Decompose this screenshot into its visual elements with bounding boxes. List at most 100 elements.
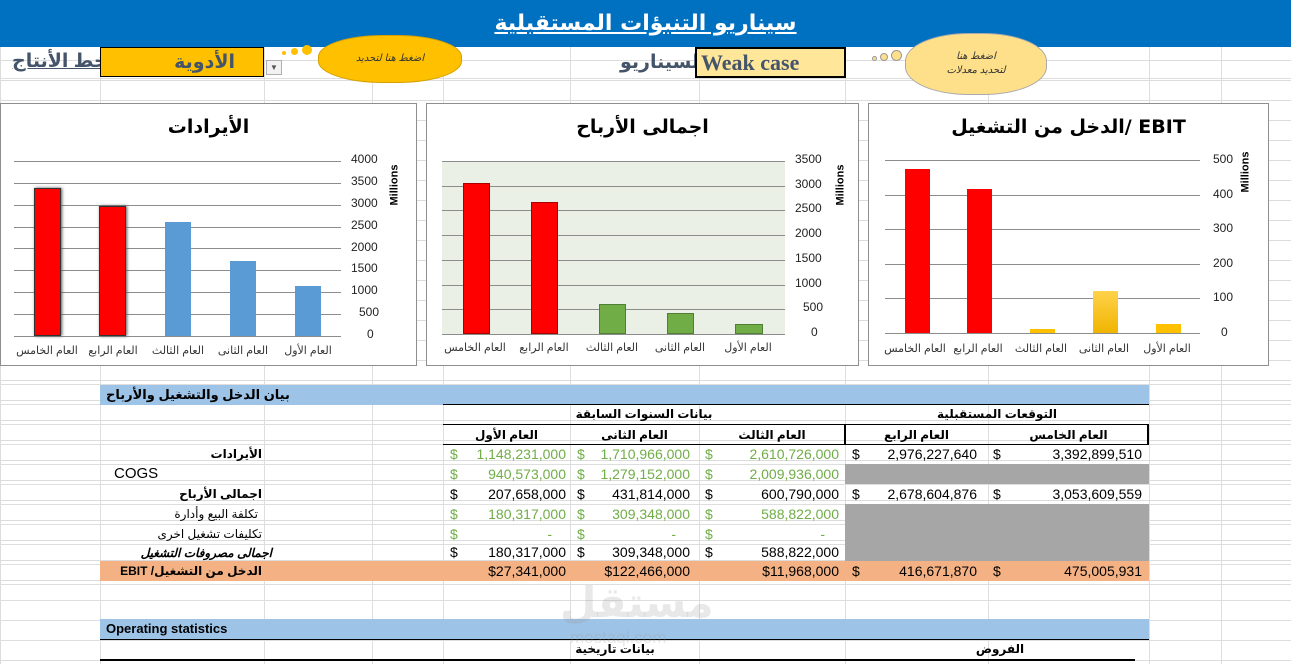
y-tick: 2500 (351, 218, 378, 232)
cell-revenue-y1[interactable]: 1,148,231,000 (476, 446, 566, 462)
cell-other-opex-y2[interactable]: - (671, 526, 676, 542)
x-label: العام الأول (284, 345, 332, 357)
cell-total-opex-y1[interactable]: 180,317,000 (488, 544, 566, 560)
product-line-dropdown[interactable]: الأدوية (100, 47, 264, 77)
currency-symbol: $ (577, 506, 585, 522)
chevron-down-icon: ▼ (270, 63, 278, 72)
cell-gross-profit-y5[interactable]: 3,053,609,559 (1052, 486, 1142, 502)
cell-gross-profit-y2[interactable]: 431,814,000 (612, 486, 690, 502)
cell-gross-profit-y4[interactable]: 2,678,604,876 (887, 486, 977, 502)
cell-cogs-y1[interactable]: 940,573,000 (488, 466, 566, 482)
y-tick: 1000 (795, 276, 822, 290)
gross-profit-plot-area (442, 161, 785, 335)
currency-symbol: $ (450, 486, 458, 502)
y-tick: 0 (367, 327, 374, 341)
revenue-chart-title: الأيرادات (167, 116, 250, 138)
cell-ebit-y1[interactable]: $27,341,000 (488, 563, 566, 579)
currency-symbol: $ (852, 486, 860, 502)
currency-symbol: $ (577, 526, 585, 542)
y-tick: 3000 (795, 177, 822, 191)
col-header-year1: العام الأول (475, 428, 538, 442)
y-tick: 500 (359, 305, 380, 319)
cell-ebit-y2[interactable]: $122,466,000 (604, 563, 690, 579)
y-tick: 1500 (351, 261, 378, 275)
y-tick: 3500 (351, 174, 378, 188)
cell-cogs-y3[interactable]: 2,009,936,000 (749, 466, 839, 482)
cell-sga-y3[interactable]: 588,822,000 (761, 506, 839, 522)
x-label: العام الثالث (1014, 343, 1068, 355)
cloud-trail-dot (880, 53, 888, 61)
gross-profit-bar-year4 (531, 202, 558, 334)
cloud-trail-dot (291, 48, 298, 55)
x-label: العام الرابع (953, 343, 1003, 355)
cloud-trail-dot (891, 50, 902, 61)
watermark-logo: مستقل (560, 579, 714, 626)
currency-symbol: $ (577, 446, 585, 462)
cell-cogs-y2[interactable]: 1,279,152,000 (600, 466, 690, 482)
cell-other-opex-y1[interactable]: - (547, 526, 552, 542)
col-header-year4: العام الرابع (884, 428, 949, 442)
x-label: العام الثالث (151, 345, 205, 357)
product-line-value: الأدوية (174, 51, 235, 73)
gross-profit-chart-title: اجمالى الأرباح (576, 116, 709, 138)
revenue-bar-year4 (99, 206, 126, 336)
dropdown-arrow-button[interactable]: ▼ (266, 60, 282, 75)
cell-ebit-y5[interactable]: 475,005,931 (1064, 563, 1142, 579)
cell-revenue-y5[interactable]: 3,392,899,510 (1052, 446, 1142, 462)
y-tick: 2500 (795, 201, 822, 215)
cell-revenue-y2[interactable]: 1,710,966,000 (600, 446, 690, 462)
ebit-chart-title: الدخل من التشغيل/ EBIT (951, 116, 1186, 138)
row-label-ebit: الدخل من التشغيل/ EBIT (120, 564, 262, 578)
operating-section-band: Operating statistics (100, 619, 1149, 639)
x-label: العام الرابع (519, 342, 569, 354)
scenario-hint-line1: اضغط هنا (956, 51, 996, 62)
cell-ebit-y3[interactable]: $11,968,000 (762, 563, 839, 579)
currency-symbol: $ (993, 563, 1001, 579)
x-label: العام الخامس (16, 345, 78, 357)
cell-gross-profit-y1[interactable]: 207,658,000 (488, 486, 566, 502)
cell-other-opex-y3[interactable]: - (820, 526, 825, 542)
cell-sga-y1[interactable]: 180,317,000 (488, 506, 566, 522)
cell-revenue-y4[interactable]: 2,976,227,640 (887, 446, 977, 462)
x-label: العام الثانى (1078, 343, 1130, 355)
col-header-year3: العام الثالث (738, 428, 806, 442)
currency-symbol: $ (577, 486, 585, 502)
currency-symbol: $ (852, 563, 860, 579)
cell-sga-y2[interactable]: 309,348,000 (612, 506, 690, 522)
currency-symbol: $ (705, 506, 713, 522)
ebit-bar-year2 (1093, 291, 1118, 333)
x-label: العام الثانى (654, 342, 706, 354)
revenue-bar-year2 (230, 261, 256, 336)
cell-total-opex-y3[interactable]: 588,822,000 (761, 544, 839, 560)
x-label: العام الأول (1143, 343, 1191, 355)
cell-gross-profit-y3[interactable]: 600,790,000 (761, 486, 839, 502)
cell-total-opex-y2[interactable]: 309,348,000 (612, 544, 690, 560)
ebit-y-axis-label: Millions (1239, 151, 1252, 193)
scenario-input[interactable]: Weak case (695, 47, 846, 78)
scenario-label: السيناريو (620, 52, 706, 73)
ebit-chart[interactable]: الدخل من التشغيل/ EBIT 500 400 300 200 1… (868, 103, 1269, 366)
currency-symbol: $ (852, 446, 860, 462)
col-header-year2: العام الثانى (601, 428, 668, 442)
y-tick: 300 (1213, 221, 1234, 235)
operating-section-title: Operating statistics (106, 621, 228, 636)
currency-symbol: $ (705, 544, 713, 560)
row-label-revenue: الأيرادات (210, 447, 262, 461)
cell-revenue-y3[interactable]: 2,610,726,000 (749, 446, 839, 462)
currency-symbol: $ (577, 466, 585, 482)
revenue-chart[interactable]: الأيرادات 4000 3500 3000 2500 2000 1500 … (0, 103, 417, 366)
ebit-row-highlight (100, 561, 1149, 581)
currency-symbol: $ (705, 486, 713, 502)
cell-ebit-y4[interactable]: 416,671,870 (899, 563, 977, 579)
gross-profit-bar-year1 (735, 324, 763, 334)
y-tick: 1500 (795, 251, 822, 265)
currency-symbol: $ (993, 486, 1001, 502)
y-tick: 500 (1213, 152, 1234, 166)
cloud-trail-dot (302, 45, 312, 55)
y-tick: 0 (1221, 325, 1228, 339)
currency-symbol: $ (450, 506, 458, 522)
ebit-bar-year4 (967, 189, 992, 333)
y-tick: 500 (803, 300, 824, 314)
gross-profit-chart[interactable]: اجمالى الأرباح 3500 3000 2500 2000 1500 … (426, 103, 859, 366)
history-group-header: بيانات السنوات السابقة (575, 407, 713, 421)
